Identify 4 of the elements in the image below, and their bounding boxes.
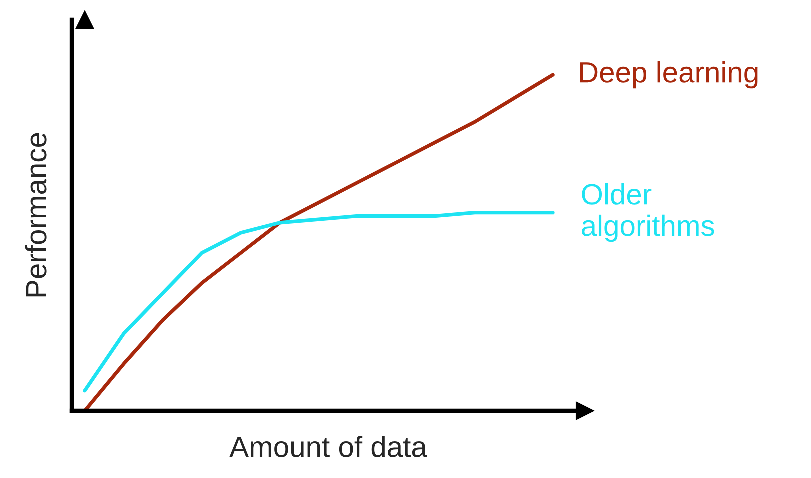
- series-label: Older algorithms: [582, 184, 714, 242]
- y-axis-title: Performance: [25, 133, 47, 297]
- x-axis-title: Amount of data: [230, 436, 428, 458]
- series-label: Deep learning: [580, 61, 758, 89]
